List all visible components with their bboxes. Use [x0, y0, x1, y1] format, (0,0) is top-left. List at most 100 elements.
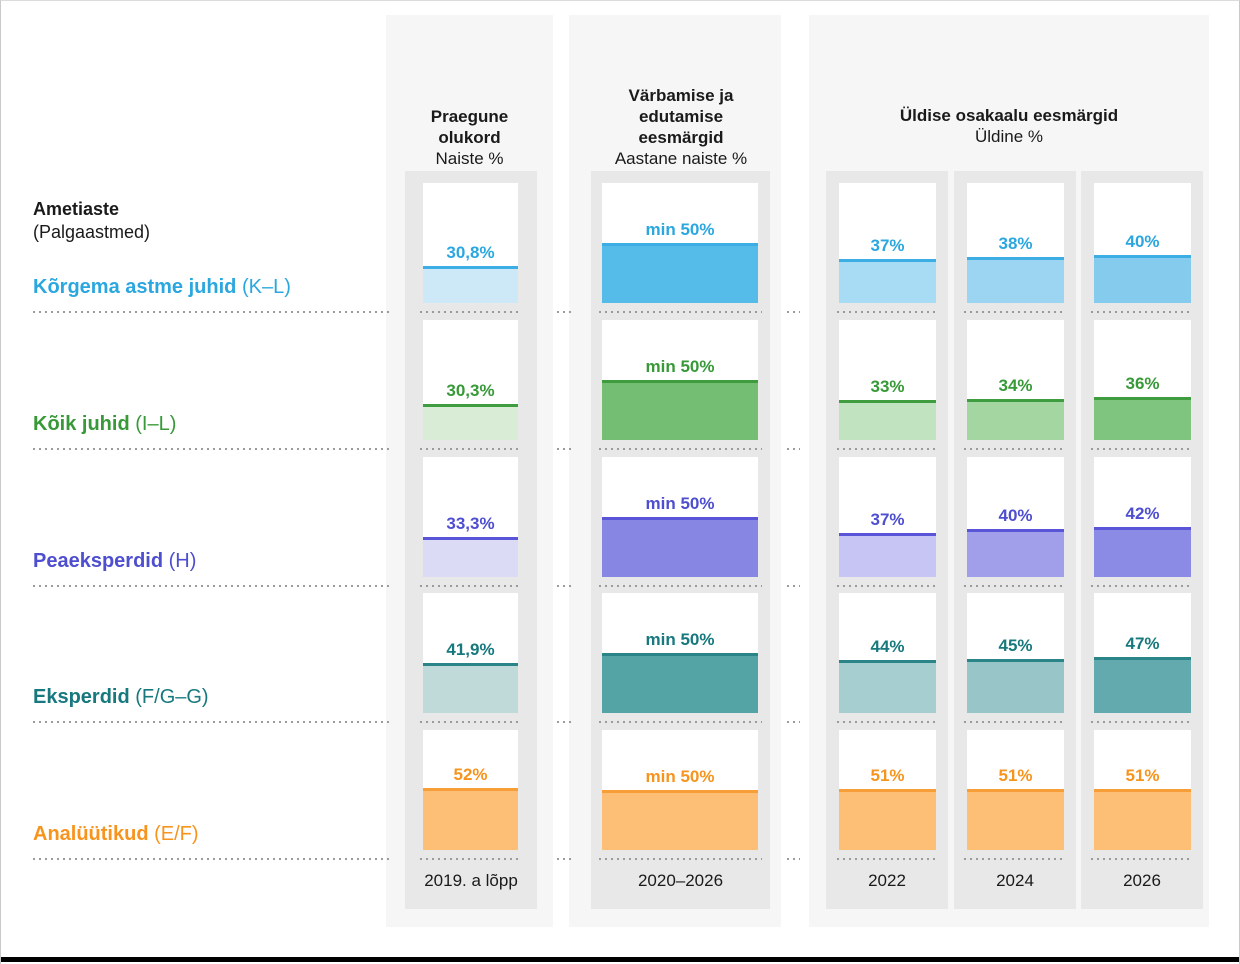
bar [839, 400, 936, 440]
row-grades: (H) [168, 550, 197, 572]
cell-2026: 36% [1094, 320, 1191, 440]
bar [423, 787, 518, 850]
row-separator-dots [33, 584, 390, 587]
footer-current-period: 2019. a lõpp [424, 871, 518, 890]
bar [839, 660, 936, 713]
cell-2026: 40% [1094, 183, 1191, 303]
row-separator-dots [33, 310, 390, 313]
cell-target: min 50% [602, 457, 758, 577]
bar [1094, 526, 1191, 577]
row-separator-dots [557, 720, 571, 723]
cell-2026: 51% [1094, 730, 1191, 850]
row-separator-dots [964, 584, 1066, 587]
value-label: 37% [870, 235, 905, 255]
cell-2022: 37% [839, 183, 936, 303]
column-header-overall: Üldise osakaalu eesmärgid Üldine % [809, 100, 1209, 147]
row-separator-dots [33, 720, 390, 723]
footer-year-2024: 2024 [996, 871, 1034, 890]
column-title: Praegune olukord [430, 107, 509, 147]
bar [602, 380, 758, 440]
value-label: 30,8% [446, 243, 495, 263]
row-separator-dots [33, 447, 390, 450]
axis-intro: Ametiaste (Palgaastmed) [33, 198, 150, 244]
value-label: min 50% [645, 767, 715, 786]
bar [423, 266, 518, 303]
bar [1094, 656, 1191, 713]
row-separator-dots [1091, 584, 1193, 587]
column-subtitle: Aastane naiste % [614, 149, 748, 168]
bar [1094, 788, 1191, 850]
value-label: 42% [1125, 503, 1160, 523]
row-separator-dots [787, 447, 800, 450]
value-label: min 50% [645, 494, 715, 513]
row-separator-dots [787, 857, 800, 860]
row-separator-dots [964, 310, 1066, 313]
value-label: 51% [1125, 765, 1160, 785]
bar [839, 258, 936, 303]
cell-target: min 50% [602, 183, 758, 303]
axis-title: Ametiaste [33, 199, 120, 219]
bar [1094, 255, 1191, 303]
column-header-current: Praegune olukord Naiste % [386, 91, 553, 169]
row-label-analuutikud: Analüütikud (E/F) [33, 822, 393, 846]
cell-current: 30,8% [423, 183, 518, 303]
row-separator-dots [837, 310, 939, 313]
cell-current: 52% [423, 730, 518, 850]
bar [602, 243, 758, 303]
row-separator-dots [837, 584, 939, 587]
row-separator-dots [599, 857, 762, 860]
row-separator-dots [837, 447, 939, 450]
row-separator-dots [964, 857, 1066, 860]
cell-2026: 42% [1094, 457, 1191, 577]
bar [602, 653, 758, 713]
row-separator-dots [787, 720, 800, 723]
cell-2022: 33% [839, 320, 936, 440]
row-name: Peaeksperdid [33, 550, 164, 572]
value-label: 47% [1125, 633, 1160, 653]
cell-current: 30,3% [423, 320, 518, 440]
cell-target: min 50% [602, 730, 758, 850]
row-separator-dots [420, 584, 522, 587]
row-label-peaeksperdid: Peaeksperdid (H) [33, 549, 393, 573]
row-separator-dots [599, 584, 762, 587]
value-label: 51% [870, 765, 905, 785]
bar [423, 537, 518, 577]
value-label: 52% [453, 764, 488, 784]
value-label: min 50% [645, 630, 715, 649]
row-separator-dots [599, 310, 762, 313]
value-label: 38% [998, 234, 1033, 254]
cell-2024: 38% [967, 183, 1064, 303]
row-separator-dots [557, 310, 571, 313]
row-label-koik-juhid: Kõik juhid (I–L) [33, 412, 393, 436]
value-label: 41,9% [446, 639, 495, 659]
cell-current: 33,3% [423, 457, 518, 577]
column-title: Värbamise ja edutamise eesmärgid [628, 86, 734, 147]
value-label: min 50% [645, 357, 715, 376]
footer-year-2022: 2022 [868, 871, 906, 890]
row-separator-dots [787, 310, 800, 313]
value-label: min 50% [645, 220, 715, 239]
cell-current: 41,9% [423, 593, 518, 713]
row-separator-dots [33, 857, 390, 860]
row-grades: (E/F) [154, 823, 199, 845]
cell-target: min 50% [602, 593, 758, 713]
row-separator-dots [1091, 857, 1193, 860]
row-name: Kõik juhid [33, 413, 130, 435]
cell-2022: 51% [839, 730, 936, 850]
value-label: 40% [998, 506, 1033, 525]
cell-target: min 50% [602, 320, 758, 440]
value-label: 34% [998, 376, 1033, 396]
column-header-target: Värbamise ja edutamise eesmärgid Aastane… [595, 63, 767, 169]
bar [423, 403, 518, 440]
row-grades: (I–L) [135, 413, 177, 435]
cell-2022: 37% [839, 457, 936, 577]
bar [839, 788, 936, 850]
bar [967, 788, 1064, 850]
row-separator-dots [557, 584, 571, 587]
row-grades: (F/G–G) [135, 686, 209, 708]
value-label: 33,3% [446, 514, 495, 534]
bar [1094, 396, 1191, 440]
bar [602, 517, 758, 577]
column-title: Üldise osakaalu eesmärgid [899, 106, 1119, 125]
row-name: Kõrgema astme juhid [33, 276, 237, 298]
